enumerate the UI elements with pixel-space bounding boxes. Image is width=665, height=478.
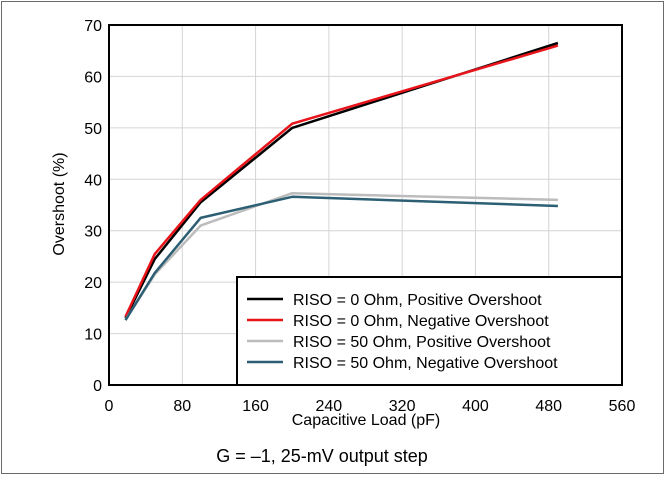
- y-tick-label: 0: [93, 378, 102, 395]
- series-line-2: [124, 44, 559, 318]
- legend-label: RISO = 50 Ohm, Negative Overshoot: [293, 355, 558, 372]
- legend-label: RISO = 50 Ohm, Positive Overshoot: [293, 334, 551, 351]
- y-tick-label: 30: [84, 224, 102, 241]
- x-tick-label: 320: [389, 398, 416, 415]
- y-tick-label: 70: [84, 18, 102, 35]
- y-axis-tick-labels: 0 10 20 30 40 50 60 70: [84, 18, 102, 395]
- x-tick-label: 80: [173, 398, 191, 415]
- x-tick-label: 240: [316, 398, 343, 415]
- y-tick-label: 10: [84, 327, 102, 344]
- x-tick-label: 160: [242, 398, 269, 415]
- legend-box: [236, 276, 623, 386]
- legend-label: RISO = 0 Ohm, Positive Overshoot: [293, 292, 542, 309]
- chart-caption: G = –1, 25-mV output step: [216, 446, 428, 466]
- chart-legend: RISO = 0 Ohm, Positive Overshoot RISO = 0…: [236, 276, 623, 386]
- x-tick-label: 400: [462, 398, 489, 415]
- x-tick-label: 560: [609, 398, 636, 415]
- x-axis-tick-labels: 0 80 160 240 320 400 480 560: [105, 398, 636, 415]
- y-tick-label: 20: [84, 275, 102, 292]
- overshoot-chart: 0 10 20 30 40 50 60 70 0 80 160 240 320 400 480 560 Ca…: [51, 18, 636, 466]
- legend-label: RISO = 0 Ohm, Negative Overshoot: [293, 313, 549, 330]
- y-axis-label: Overshoot (%): [51, 152, 68, 255]
- x-tick-label: 0: [105, 398, 114, 415]
- x-tick-label: 480: [535, 398, 562, 415]
- series-line-1: [124, 41, 559, 319]
- series-line-4: [124, 195, 558, 321]
- y-tick-label: 40: [84, 172, 102, 189]
- y-tick-label: 60: [84, 69, 102, 86]
- data-series: [124, 41, 559, 321]
- y-tick-label: 50: [84, 121, 102, 138]
- x-axis-label: Capacitive Load (pF): [292, 412, 441, 429]
